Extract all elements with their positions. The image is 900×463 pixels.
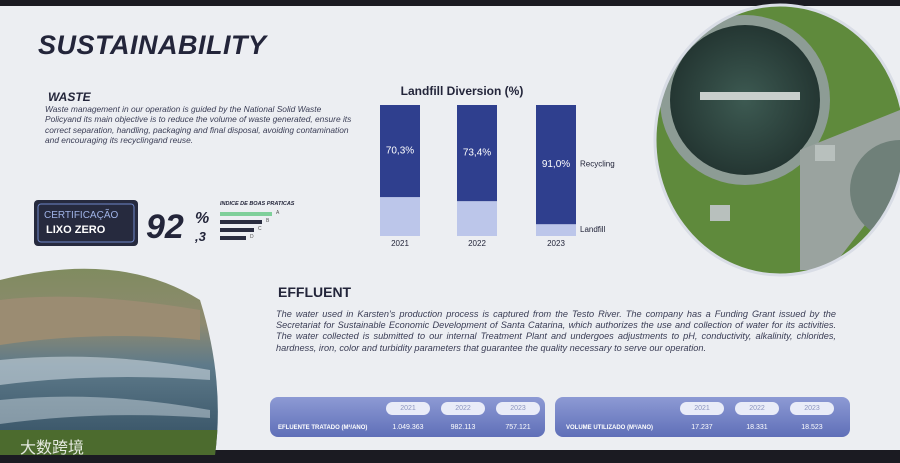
frame-top [0, 0, 900, 6]
x-tick-label: 2022 [468, 239, 486, 248]
badge-border [37, 203, 135, 243]
bar-segment [457, 201, 497, 236]
table-value: 18.331 [746, 424, 768, 431]
grade-bar [220, 228, 254, 232]
year-pill: 2021 [680, 402, 724, 415]
bar-segment [380, 197, 420, 236]
frame-bottom [0, 450, 900, 463]
grade-bar [220, 236, 246, 240]
badge-top: CERTIFICAÇÃO [44, 210, 119, 221]
bar-segment [457, 105, 497, 202]
grade-bar [220, 212, 272, 216]
river-photo [0, 268, 218, 455]
table-value: 18.523 [801, 424, 823, 431]
table-value: 1.049.363 [392, 424, 424, 431]
effluent-heading: EFFLUENT [278, 284, 352, 300]
value-label: 73,4% [463, 148, 491, 159]
table-label: VOLUME UTILIZADO (M³/ANO) [566, 425, 653, 431]
chart-title: Landfill Diversion (%) [401, 84, 524, 98]
waste-heading: WASTE [48, 90, 91, 104]
table-value: 982.113 [450, 424, 476, 431]
year-pill: 2022 [735, 402, 779, 415]
badge-bottom: LIXO ZERO [46, 224, 106, 236]
table-value: 17.237 [691, 424, 713, 431]
grade: D [250, 234, 254, 240]
year-pill: 2022 [441, 402, 485, 415]
table-label: EFLUENTE TRATADO (M³/ANO) [278, 425, 368, 431]
x-tick-label: 2021 [391, 239, 409, 248]
score-decimal: ,3 [195, 229, 206, 244]
value-label: 70,3% [386, 146, 414, 157]
score-unit: % [195, 210, 210, 227]
watermark: 大数跨境 [20, 440, 85, 457]
value-label: 91,0% [542, 159, 570, 170]
table-value: 757.121 [505, 424, 531, 431]
score: 92 [146, 208, 184, 246]
bar-segment [536, 105, 576, 225]
legend-label: Landfill [580, 225, 606, 234]
grade: C [258, 226, 262, 232]
year-pill: 2021 [386, 402, 430, 415]
landfill-chart: Landfill Diversion (%) 70,3% 2021 73,4% 202… [380, 84, 615, 248]
treatment-plant-photo [655, 5, 900, 275]
year-pill: 2023 [790, 402, 834, 415]
badge [34, 200, 138, 246]
grade: B [266, 218, 270, 224]
effluent-text: The water used in Karsten's production p… [276, 309, 836, 353]
bar-segment [536, 224, 576, 236]
grade-bar [220, 220, 262, 224]
title: SUSTAINABILITY [38, 30, 267, 60]
year-pill: 2023 [496, 402, 540, 415]
x-tick-label: 2023 [547, 239, 565, 248]
legend-label: Recycling [580, 160, 615, 169]
index-title: INDICE DE BOAS PRATICAS [220, 201, 295, 207]
bar-segment [380, 105, 420, 198]
grade: A [276, 210, 280, 216]
waste-text: Waste management in our operation is gui… [45, 104, 352, 145]
